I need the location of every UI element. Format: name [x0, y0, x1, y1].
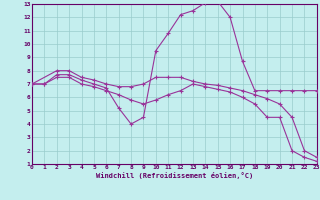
- X-axis label: Windchill (Refroidissement éolien,°C): Windchill (Refroidissement éolien,°C): [96, 172, 253, 179]
